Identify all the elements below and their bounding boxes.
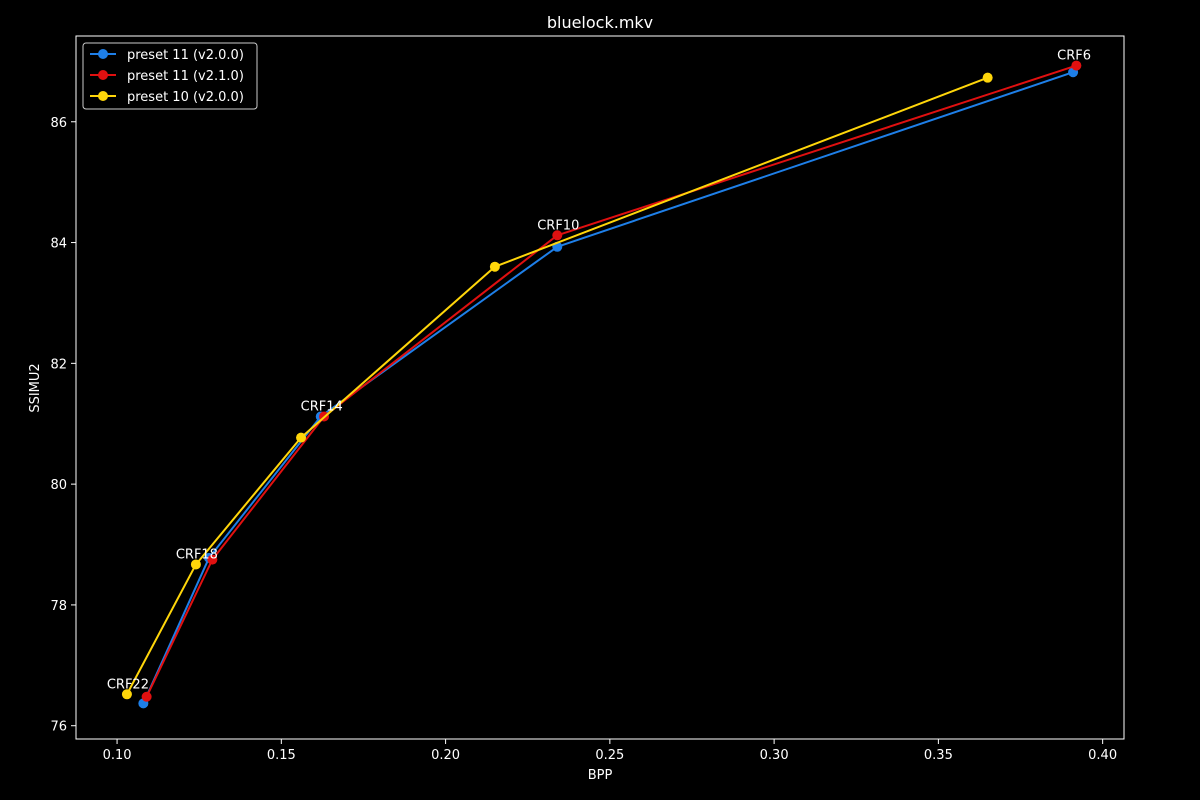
data-point [982,72,993,83]
legend-marker [98,49,108,59]
data-point [1071,60,1082,71]
x-tick-label: 0.20 [431,748,460,763]
data-point [207,554,218,565]
legend-marker [98,91,108,101]
data-point [296,432,307,443]
legend-entry: preset 11 (v2.0.0) [90,48,244,63]
x-tick-label: 0.35 [924,748,953,763]
legend-label: preset 11 (v2.1.0) [127,69,244,84]
data-point [489,261,500,272]
data-point [141,691,152,702]
data-point [190,559,201,570]
legend-label: preset 11 (v2.0.0) [127,48,244,63]
x-tick-label: 0.40 [1088,748,1117,763]
legend: preset 11 (v2.0.0) preset 11 (v2.1.0) pres… [82,42,258,110]
x-tick-label: 0.10 [103,748,132,763]
x-axis-title: BPP [588,768,613,783]
y-tick-label: 80 [50,478,67,493]
y-tick-label: 82 [50,357,67,372]
chart-title: bluelock.mkv [547,13,653,32]
legend-label: preset 10 (v2.0.0) [127,90,244,105]
data-point [121,689,132,700]
y-tick-label: 84 [50,237,67,252]
legend-entry: preset 10 (v2.0.0) [90,90,244,105]
legend-entry: preset 11 (v2.1.0) [90,69,244,84]
y-axis-title: SSIMU2 [28,363,43,412]
legend-marker [98,70,108,80]
annotation-label: CRF6 [1057,49,1091,64]
annotations: CRF22 CRF18 CRF14 CRF10 CRF6 [107,49,1091,693]
annotation-label: CRF10 [537,218,579,233]
series-layer [121,60,1082,709]
x-tick-label: 0.15 [267,748,296,763]
y-tick-label: 76 [50,720,67,735]
data-point [552,230,563,241]
legend-box [82,42,258,110]
annotation-label: CRF22 [107,677,149,692]
axis-ticks: 0.10 0.15 0.20 0.25 0.30 0.35 0.40 76 78 80 82 84 86 [50,116,1117,763]
x-tick-label: 0.25 [595,748,624,763]
y-tick-label: 86 [50,116,67,131]
x-tick-label: 0.30 [760,748,789,763]
annotation-label: CRF18 [176,547,218,562]
series-3 [121,72,993,700]
y-tick-label: 78 [50,599,67,614]
plot-area-frame [75,35,1125,740]
annotation-label: CRF14 [301,399,343,414]
